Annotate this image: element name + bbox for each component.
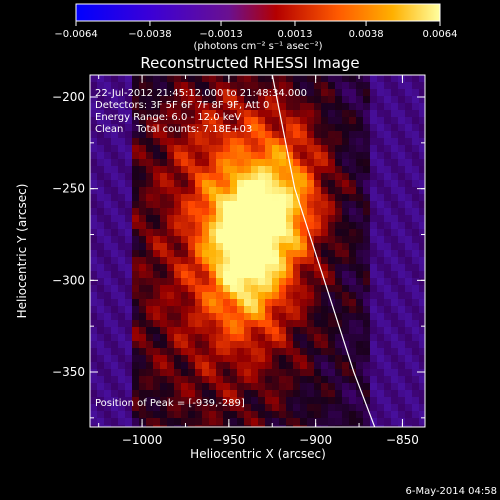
colorbar-tick-label: 0.0064 [423, 29, 458, 40]
y-tick-label: −250 [52, 182, 85, 196]
colorbar-tick-label: −0.0064 [54, 29, 97, 40]
annotation-detectors: Detectors: 3F 5F 6F 7F 8F 9F, Att 0 [95, 100, 269, 111]
footer-date: 6-May-2014 04:58 [405, 486, 497, 497]
annotation-time: 22-Jul-2012 21:45:12.000 to 21:48:34.000 [95, 88, 307, 99]
colorbar-tick-label: 0.0013 [277, 29, 312, 40]
plot-frame [89, 74, 426, 428]
x-tick-label: −1000 [122, 433, 163, 447]
y-tick-label: −200 [52, 90, 85, 104]
peak-position-label: Position of Peak = [-939,-289] [95, 398, 245, 409]
annotation-counts: Clean Total counts: 7.18E+03 [95, 124, 252, 135]
colorbar-unit-label: (photons cm⁻² s⁻¹ asec⁻²) [193, 41, 322, 52]
colorbar-tick-label: −0.0013 [199, 29, 242, 40]
y-axis-label: Heliocentric Y (arcsec) [15, 184, 29, 319]
solar-limb-line [271, 75, 376, 427]
x-tick-label: −900 [299, 433, 332, 447]
y-tick-label: −300 [52, 273, 85, 287]
x-tick-label: −950 [212, 433, 245, 447]
y-tick-label: −350 [52, 365, 85, 379]
chart-title: Reconstructed RHESSI Image [140, 54, 359, 72]
annotation-energy: Energy Range: 6.0 - 12.0 keV [95, 112, 241, 123]
x-tick-label: −850 [386, 433, 419, 447]
colorbar-tick-label: 0.0038 [349, 29, 384, 40]
heatmap-image [90, 75, 425, 427]
colorbar-tick-label: −0.0038 [128, 29, 171, 40]
colorbar [75, 3, 441, 22]
x-axis-label: Heliocentric X (arcsec) [190, 447, 326, 461]
